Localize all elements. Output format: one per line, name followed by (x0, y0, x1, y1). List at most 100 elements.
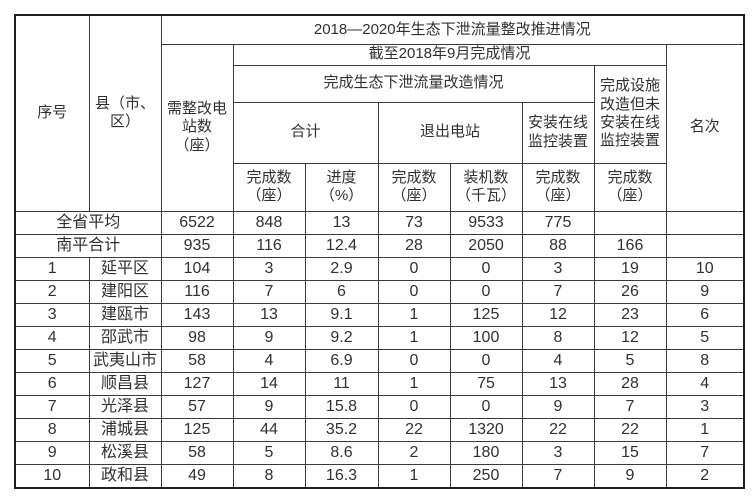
header-facility-done: 完成数 （座） (593, 162, 667, 212)
value-cell: 49 (160, 463, 234, 488)
value-cell: 116 (232, 233, 306, 258)
header-online-group: 安装在线 监控装置 (521, 101, 595, 164)
value-cell: 5 (665, 325, 745, 350)
value-cell: 16.3 (304, 463, 379, 488)
table-row: 8 浦城县 125 44 35.2 22 1320 22 22 1 (14, 417, 745, 442)
rectification-progress-table: 序号 县（市、 区） 2018—2020年生态下泄流量整改推进情况 需整改电 站… (14, 14, 745, 489)
value-cell: 14 (232, 371, 306, 396)
value-cell: 9 (232, 325, 306, 350)
value-cell: 0 (449, 256, 523, 281)
value-cell (593, 210, 667, 235)
value-cell: 44 (232, 417, 306, 442)
value-cell: 6 (665, 302, 745, 327)
serial-cell: 4 (14, 325, 90, 350)
header-exit-capacity: 装机数 （千瓦） (449, 162, 523, 212)
value-cell: 22 (593, 417, 667, 442)
table-row: 南平合计 935 116 12.4 28 2050 88 166 (14, 233, 745, 258)
value-cell: 1 (665, 417, 745, 442)
value-cell: 2.9 (304, 256, 379, 281)
value-cell: 35.2 (304, 417, 379, 442)
value-cell: 8 (665, 348, 745, 373)
header-row-1: 序号 县（市、 区） 2018—2020年生态下泄流量整改推进情况 (14, 14, 745, 212)
value-cell: 23 (593, 302, 667, 327)
header-as-of: 截至2018年9月完成情况 (232, 43, 667, 66)
value-cell: 1 (377, 302, 451, 327)
value-cell: 2 (377, 440, 451, 465)
value-cell: 7 (521, 463, 595, 488)
header-facility-group: 完成设施 改造但未 安装在线 监控装置 (593, 64, 667, 164)
value-cell (665, 210, 745, 235)
serial-cell: 8 (14, 417, 90, 442)
value-cell: 3 (521, 440, 595, 465)
value-cell: 6.9 (304, 348, 379, 373)
value-cell: 15.8 (304, 394, 379, 419)
value-cell: 7 (665, 440, 745, 465)
value-cell: 12 (593, 325, 667, 350)
serial-cell: 2 (14, 279, 90, 304)
table-row: 5 武夷山市 58 4 6.9 0 0 4 5 8 (14, 348, 745, 373)
table-row: 1 延平区 104 3 2.9 0 0 3 19 10 (14, 256, 745, 281)
value-cell: 5 (232, 440, 306, 465)
value-cell: 15 (593, 440, 667, 465)
value-cell: 166 (593, 233, 667, 258)
value-cell: 127 (160, 371, 234, 396)
value-cell: 9.2 (304, 325, 379, 350)
header-serial: 序号 (14, 14, 90, 212)
value-cell: 7 (593, 394, 667, 419)
table-row: 3 建瓯市 143 13 9.1 1 125 12 23 6 (14, 302, 745, 327)
value-cell: 104 (160, 256, 234, 281)
header-exit-group: 退出电站 (377, 101, 523, 164)
value-cell: 180 (449, 440, 523, 465)
value-cell: 250 (449, 463, 523, 488)
table-row: 9 松溪县 58 5 8.6 2 180 3 15 7 (14, 440, 745, 465)
header-total-group: 合计 (232, 101, 379, 164)
value-cell: 9 (232, 394, 306, 419)
header-exit-done: 完成数 （座） (377, 162, 451, 212)
value-cell: 12.4 (304, 233, 379, 258)
value-cell: 26 (593, 279, 667, 304)
value-cell: 0 (449, 394, 523, 419)
value-cell: 8.6 (304, 440, 379, 465)
value-cell: 0 (377, 348, 451, 373)
value-cell: 28 (593, 371, 667, 396)
county-cell: 政和县 (88, 463, 162, 488)
table-row: 全省平均 6522 848 13 73 9533 775 (14, 210, 745, 235)
serial-cell: 9 (14, 440, 90, 465)
value-cell: 22 (521, 417, 595, 442)
value-cell: 143 (160, 302, 234, 327)
value-cell: 1 (377, 463, 451, 488)
value-cell: 848 (232, 210, 306, 235)
value-cell: 935 (160, 233, 234, 258)
value-cell: 58 (160, 440, 234, 465)
county-cell: 浦城县 (88, 417, 162, 442)
value-cell: 19 (593, 256, 667, 281)
county-cell: 延平区 (88, 256, 162, 281)
value-cell: 9533 (449, 210, 523, 235)
value-cell: 3 (521, 256, 595, 281)
value-cell: 9 (665, 279, 745, 304)
value-cell: 9 (521, 394, 595, 419)
value-cell: 6 (304, 279, 379, 304)
value-cell: 88 (521, 233, 595, 258)
table-header: 序号 县（市、 区） 2018—2020年生态下泄流量整改推进情况 需整改电 站… (14, 14, 745, 212)
county-cell: 武夷山市 (88, 348, 162, 373)
value-cell: 116 (160, 279, 234, 304)
value-cell: 125 (449, 302, 523, 327)
header-rank: 名次 (665, 43, 745, 212)
value-cell: 75 (449, 371, 523, 396)
value-cell: 4 (665, 371, 745, 396)
value-cell: 98 (160, 325, 234, 350)
value-cell: 9 (593, 463, 667, 488)
county-cell: 光泽县 (88, 394, 162, 419)
value-cell: 1 (377, 371, 451, 396)
header-row-5: 完成数 （座） 进度 （%） 完成数 （座） 装机数 （千瓦） 完成数 （座） … (15, 162, 744, 212)
value-cell: 13 (521, 371, 595, 396)
value-cell: 5 (593, 348, 667, 373)
value-cell: 2 (665, 463, 745, 488)
header-online-done: 完成数 （座） (521, 162, 595, 212)
row-label-cell: 南平合计 (14, 233, 162, 258)
serial-cell: 10 (14, 463, 90, 488)
value-cell: 0 (377, 279, 451, 304)
value-cell: 4 (521, 348, 595, 373)
